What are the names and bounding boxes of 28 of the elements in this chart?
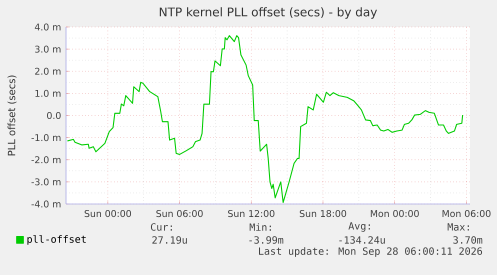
x-tick-label: Sun 00:00	[84, 210, 132, 218]
y-tick-label: -1.0 m	[31, 134, 60, 142]
x-tick-label: Sun 06:00	[156, 210, 203, 218]
y-tick-label: -2.0 m	[31, 156, 60, 164]
x-tick-label: Sun 18:00	[300, 210, 346, 218]
y-tick-label: -3.0 m	[31, 178, 60, 186]
y-axis-title: PLL offset (secs)	[8, 76, 16, 156]
x-tick-label: Sun 12:00	[228, 210, 274, 218]
text: -134.24u	[339, 236, 385, 244]
text: 27.19u	[152, 236, 187, 244]
text: Cur:	[150, 223, 172, 231]
text: Max:	[448, 223, 469, 231]
line-series	[66, 35, 464, 203]
text: 3.70m	[453, 236, 482, 244]
text: -3.99m	[249, 236, 284, 244]
text: Last update: Mon Sep 28 06:00:11 2026	[259, 247, 482, 257]
chart-title: NTP kernel PLL offset (secs) - by day	[160, 7, 377, 19]
y-tick-label: 3.0 m	[35, 46, 60, 53]
y-tick-label: -4.0 m	[31, 200, 60, 208]
x-tick-label: Mon 00:00	[370, 210, 419, 218]
text: Avg:	[348, 222, 370, 232]
legend-label: pll-offset	[27, 235, 86, 245]
x-tick-label: Mon 06:00	[442, 210, 491, 218]
y-tick-label: 1.0 m	[35, 90, 60, 97]
y-tick-label: 0.0	[47, 112, 61, 120]
y-tick-label: 2.0 m	[35, 68, 60, 75]
y-tick-label: 4.0 m	[34, 23, 60, 31]
text: Min:	[250, 223, 271, 231]
